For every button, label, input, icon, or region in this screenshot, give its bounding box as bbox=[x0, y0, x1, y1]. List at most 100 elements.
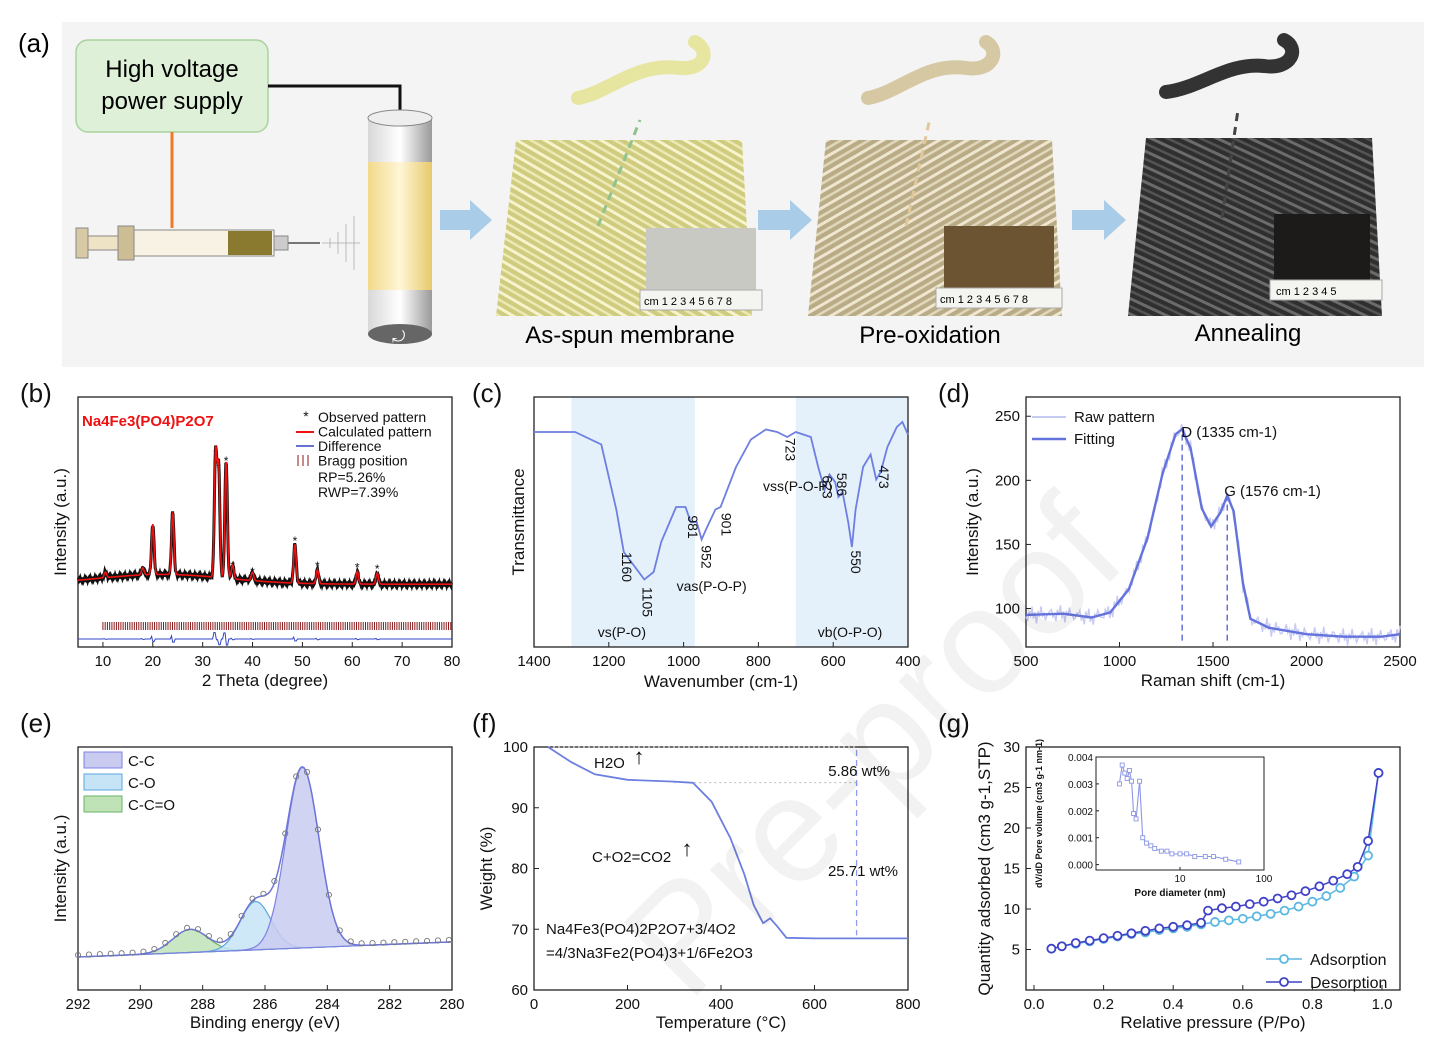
panel-e-data-point bbox=[336, 927, 343, 934]
panel-g-point-Adsorption bbox=[1210, 917, 1220, 927]
panel-e-data-point bbox=[391, 939, 398, 946]
panel-c-band-0 bbox=[571, 397, 695, 647]
panel-g-inset-ylabel: dV/dD Pore volume (cm3 g-1 nm-1) bbox=[1034, 739, 1044, 888]
panel-g-point-Desorption bbox=[1230, 901, 1241, 912]
panel-d-xtick-label: 500 bbox=[1013, 653, 1038, 670]
panel-g-inset-point bbox=[1144, 840, 1150, 846]
panel-g-point-Adsorption bbox=[1265, 908, 1276, 919]
panel-b-xlabel: 2 Theta (degree) bbox=[202, 671, 328, 690]
panel-e-data-point bbox=[434, 937, 442, 944]
panel-c-frame bbox=[533, 396, 909, 648]
panel-c-band-1 bbox=[795, 397, 908, 647]
step-label-pre-oxidation: Pre-oxidation bbox=[859, 322, 1000, 349]
panel-b-frame bbox=[77, 396, 453, 648]
panel-g-point-Desorption bbox=[1182, 920, 1193, 931]
panel-g-inset-point bbox=[1177, 851, 1183, 857]
as-spun-fiber-icon bbox=[571, 35, 711, 105]
panel-e-data-point bbox=[402, 938, 409, 945]
panel-b-observed-marker: * bbox=[315, 559, 320, 573]
panel-e-xtick-label: 280 bbox=[439, 996, 464, 1013]
panel-e-data-point bbox=[293, 773, 300, 780]
panel-b-legend-label: Calculated pattern bbox=[318, 424, 432, 440]
ruler-3: cm 1 2 3 4 5 bbox=[1276, 286, 1337, 298]
power-supply-label-1: High voltage bbox=[105, 56, 238, 83]
panel-e-data-point bbox=[96, 951, 103, 958]
panel-g-point-Adsorption bbox=[1363, 850, 1373, 861]
panel-e-data-point bbox=[238, 912, 245, 919]
panel-g-inset-point bbox=[1152, 846, 1158, 851]
panel-g-point-Desorption bbox=[1070, 938, 1081, 948]
panel-c-peak-label: 981 bbox=[685, 515, 701, 539]
panel-g-inset-point bbox=[1223, 856, 1229, 862]
panel-e-data-point bbox=[227, 931, 234, 938]
process-arrow-1 bbox=[440, 200, 492, 240]
panel-g-legend-label: Desorption bbox=[1310, 975, 1387, 992]
panel-f-ytick-label: 70 bbox=[511, 921, 528, 938]
panel-d-xtick-label: 2000 bbox=[1290, 653, 1323, 670]
panel-b-xtick-label: 60 bbox=[344, 653, 361, 670]
panel-e-data-point bbox=[140, 948, 147, 955]
panel-e-xtick-label: 288 bbox=[190, 996, 215, 1013]
panel-d-xlabel: Raman shift (cm-1) bbox=[1141, 671, 1286, 690]
panel-g-point-Adsorption bbox=[1335, 883, 1346, 893]
panel-g-inset-point bbox=[1192, 854, 1198, 859]
panel-c-label: (c) bbox=[472, 378, 502, 408]
panel-e-data-point bbox=[184, 924, 191, 931]
panel-b-xtick-label: 30 bbox=[194, 653, 211, 670]
pre-oxidation-photo bbox=[944, 226, 1054, 294]
panel-e-xtick-label: 282 bbox=[377, 996, 402, 1013]
panel-f-annotation-co2: C+O2=CO2 bbox=[592, 849, 671, 866]
panel-f-annotation-loss1: 5.86 wt% bbox=[828, 763, 890, 780]
panel-b-title: Na4Fe3(PO4)P2O7 bbox=[82, 413, 214, 430]
panel-g-point-Adsorption bbox=[1223, 915, 1234, 926]
panel-g-inset-point bbox=[1116, 781, 1122, 787]
panel-b-legend-label: Observed pattern bbox=[318, 409, 426, 425]
panel-g-inset-ytick-label: 0.002 bbox=[1068, 807, 1093, 818]
annealing-photo bbox=[1274, 214, 1370, 282]
panel-d-legend-label: Raw pattern bbox=[1074, 409, 1155, 426]
panel-g-inset-ytick-label: 0.001 bbox=[1068, 834, 1093, 845]
panel-f-arrow-icon: ↑ bbox=[634, 744, 645, 769]
panel-e-xtick-label: 292 bbox=[65, 996, 90, 1013]
panel-c-xtick-label: 800 bbox=[746, 653, 771, 670]
panel-g-point-Desorption bbox=[1258, 896, 1269, 907]
panel-g-inset-point bbox=[1129, 778, 1135, 784]
panel-c-band-label: vss(P-O-P) bbox=[763, 478, 832, 494]
panel-b-xtick-label: 50 bbox=[294, 653, 311, 670]
panel-g-point-Desorption bbox=[1196, 917, 1206, 928]
panel-e-legend-label: C-O bbox=[128, 775, 156, 792]
power-supply-label-2: power supply bbox=[101, 88, 242, 115]
panel-e-ylabel: Intensity (a.u.) bbox=[51, 815, 70, 923]
panel-g-xlabel: Relative pressure (P/Po) bbox=[1120, 1013, 1305, 1032]
panel-g-point-Adsorption bbox=[1321, 891, 1332, 901]
process-arrow-3 bbox=[1072, 200, 1126, 240]
panel-c-band-label: vb(O-P-O) bbox=[818, 624, 883, 640]
panel-c-xtick-label: 1400 bbox=[517, 653, 550, 670]
panel-g-point-Desorption bbox=[1217, 903, 1227, 914]
panel-e-data-point bbox=[260, 890, 267, 897]
panel-c-ylabel: Transmittance bbox=[509, 468, 528, 575]
panel-c-band-label: vs(P-O) bbox=[598, 624, 646, 640]
panel-d-xtick-label: 2500 bbox=[1383, 653, 1416, 670]
panel-e-data-point bbox=[358, 940, 365, 947]
panel-c-peak-label: 623 bbox=[820, 475, 836, 499]
panel-b-xtick-label: 10 bbox=[95, 653, 112, 670]
panel-b-difference-line bbox=[78, 632, 452, 646]
panel-f-annotation-loss2: 25.71 wt% bbox=[828, 863, 898, 880]
panel-g-point-Desorption bbox=[1300, 886, 1311, 897]
panel-g-inset-xlabel: Pore diameter (nm) bbox=[1134, 888, 1225, 899]
panel-g-inset-ytick-label: 0.004 bbox=[1068, 753, 1093, 764]
panel-b-stat-rwp: RWP=7.39% bbox=[318, 484, 398, 500]
panel-g-label: (g) bbox=[938, 708, 970, 738]
panel-c-band-label: vas(P-O-P) bbox=[677, 578, 747, 594]
panel-g-ytick-label: 15 bbox=[1003, 861, 1020, 878]
panel-g-point-Desorption bbox=[1098, 933, 1109, 944]
panel-e-data-point bbox=[380, 939, 387, 946]
panel-g-inset-point bbox=[1236, 859, 1242, 865]
panel-e-data-point bbox=[85, 951, 92, 958]
panel-g-point-Desorption bbox=[1168, 921, 1179, 932]
pre-oxidation-fiber-icon bbox=[861, 35, 1001, 105]
panel-g-point-Adsorption bbox=[1293, 901, 1304, 912]
panel-b-observed-marker: * bbox=[375, 562, 380, 576]
